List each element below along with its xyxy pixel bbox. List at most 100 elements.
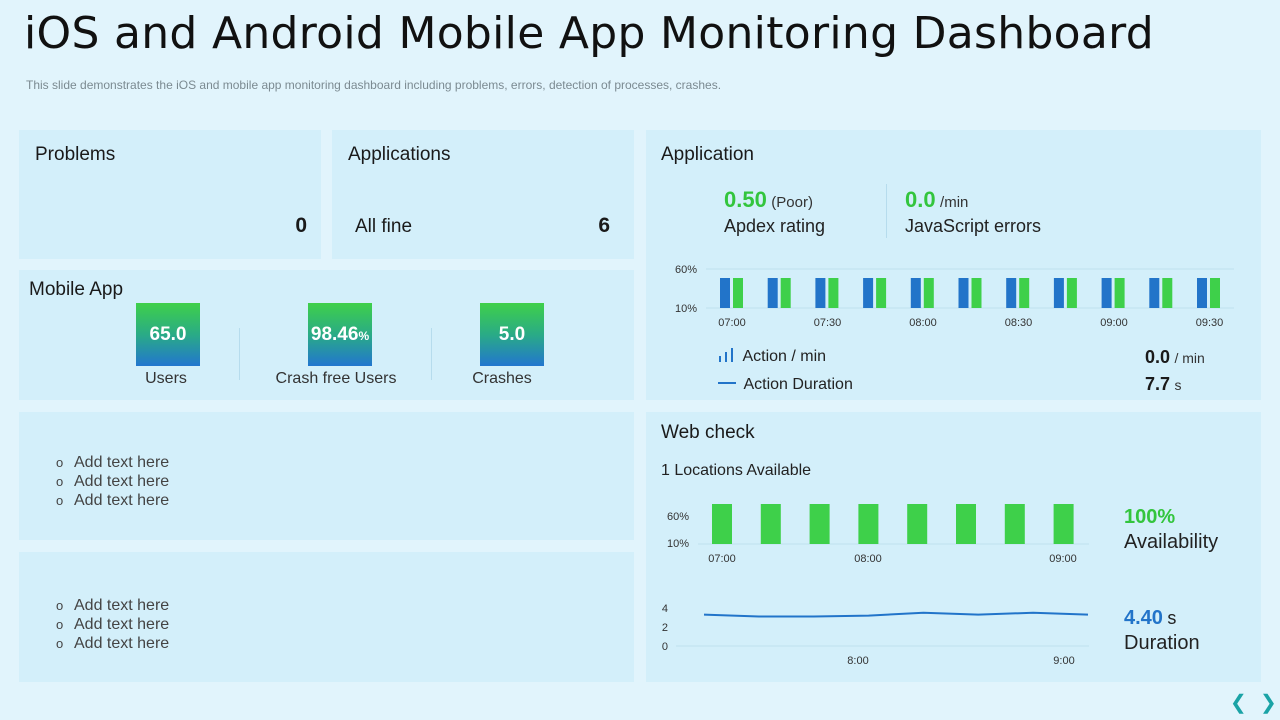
page-subtitle: This slide demonstrates the iOS and mobi… bbox=[26, 78, 722, 92]
locations-available: 1 Locations Available bbox=[661, 462, 812, 479]
x-tick-label: 08:30 bbox=[1005, 317, 1033, 329]
users-tile: 65.0 bbox=[136, 303, 200, 366]
availability-bar bbox=[760, 504, 781, 544]
action-rate-value: 0.0 bbox=[1145, 347, 1171, 367]
application-panel: Application 0.50 (Poor) Apdex rating 0.0… bbox=[646, 130, 1261, 400]
web-check-title: Web check bbox=[661, 422, 755, 443]
mobile-app-divider bbox=[431, 328, 432, 380]
js-errors-metric: 0.0 /min bbox=[905, 187, 968, 213]
bar-duration bbox=[1210, 278, 1220, 308]
bullet-icon: o bbox=[56, 617, 64, 632]
mobile-app-divider bbox=[239, 328, 240, 380]
problems-panel: Problems 0 bbox=[19, 130, 321, 259]
bar-action bbox=[1053, 278, 1064, 308]
users-label: Users bbox=[145, 370, 187, 387]
bar-action bbox=[1149, 278, 1160, 308]
legend-action-label: Action / min bbox=[742, 348, 827, 365]
applications-count: 6 bbox=[598, 214, 610, 237]
js-errors-unit: /min bbox=[940, 194, 969, 211]
bar-duration bbox=[1066, 278, 1077, 308]
availability-chart: 60% 10% 07:00 08:00 09:00 bbox=[667, 504, 1089, 565]
legend-duration-label: Action Duration bbox=[743, 376, 853, 393]
crash-free-users-value: 98.46 bbox=[310, 324, 359, 345]
availability-bar bbox=[956, 504, 976, 544]
bullet-icon: o bbox=[56, 474, 64, 489]
list-item: o Add text here bbox=[56, 597, 170, 614]
applications-title: Applications bbox=[348, 144, 451, 165]
apdex-metric: 0.50 (Poor) bbox=[724, 187, 813, 213]
availability-bar bbox=[907, 504, 928, 544]
bar-duration bbox=[971, 278, 982, 308]
y-tick-label: 60% bbox=[667, 511, 689, 523]
list-item: o Add text here bbox=[56, 454, 170, 471]
js-errors-value: 0.0 bbox=[905, 187, 936, 212]
bar-duration bbox=[1114, 278, 1125, 308]
crashes-value: 5.0 bbox=[498, 324, 526, 345]
x-tick-label: 8:00 bbox=[847, 655, 868, 667]
crash-free-users-label: Crash free Users bbox=[275, 370, 397, 387]
web-duration-readout: 4.40 s bbox=[1124, 607, 1176, 630]
action-rate-readout: 0.0 / min bbox=[1145, 347, 1205, 368]
legend-duration: Action Duration bbox=[718, 376, 853, 394]
x-tick-label: 09:00 bbox=[1100, 317, 1128, 329]
x-tick-label: 09:00 bbox=[1049, 553, 1077, 565]
application-title: Application bbox=[661, 144, 754, 165]
x-tick-label: 08:00 bbox=[909, 317, 937, 329]
y-tick-label: 60% bbox=[675, 264, 697, 276]
bar-duration bbox=[1162, 278, 1173, 308]
chevron-right-icon[interactable]: ❯ bbox=[1260, 692, 1277, 714]
crash-free-users-unit: % bbox=[358, 329, 370, 343]
chevron-left-icon[interactable]: ❮ bbox=[1230, 692, 1247, 714]
web-check-panel: Web check 1 Locations Available 60% 10% 07… bbox=[646, 412, 1261, 682]
availability-bar bbox=[1004, 504, 1025, 544]
y-tick-label: 10% bbox=[667, 538, 689, 550]
bar-action bbox=[1101, 278, 1112, 308]
availability-bar bbox=[712, 504, 732, 544]
availability-bar bbox=[858, 504, 879, 544]
bullet-icon: o bbox=[56, 636, 64, 651]
bullet-icon: o bbox=[56, 493, 64, 508]
availability-bar bbox=[809, 504, 830, 544]
problems-title: Problems bbox=[35, 144, 116, 165]
bar-duration bbox=[780, 278, 791, 308]
apdex-value: 0.50 bbox=[724, 187, 767, 212]
apdex-label: Apdex rating bbox=[724, 216, 826, 236]
bar-chart-icon bbox=[718, 348, 734, 362]
bar-action bbox=[1197, 278, 1207, 308]
text-panel-1: o Add text here o Add text here o Add text … bbox=[19, 412, 634, 540]
list-item: o Add text here bbox=[56, 616, 170, 633]
bar-action bbox=[767, 278, 778, 308]
page-title: iOS and Android Mobile App Monitoring Da… bbox=[24, 8, 1154, 59]
web-duration-unit: s bbox=[1167, 608, 1177, 628]
mobile-app-title: Mobile App bbox=[29, 279, 124, 300]
bullet-icon: o bbox=[56, 455, 64, 470]
x-tick-label: 08:00 bbox=[854, 553, 882, 565]
action-duration-unit: s bbox=[1174, 377, 1182, 393]
apdex-qualifier: (Poor) bbox=[771, 194, 813, 211]
text-panel-2: o Add text here o Add text here o Add text … bbox=[19, 552, 634, 682]
x-tick-label: 07:30 bbox=[814, 317, 842, 329]
bar-action bbox=[815, 278, 826, 308]
text-list-2: o Add text here o Add text here o Add text … bbox=[56, 596, 169, 653]
y-tick-label: 4 bbox=[662, 603, 668, 615]
bar-duration bbox=[733, 278, 743, 308]
bar-action bbox=[958, 278, 969, 308]
bar-duration bbox=[876, 278, 887, 308]
users-value: 65.0 bbox=[149, 324, 187, 345]
crashes-tile: 5.0 bbox=[480, 303, 544, 366]
bar-duration bbox=[923, 278, 934, 308]
action-duration-value: 7.7 bbox=[1145, 374, 1171, 394]
applications-status: All fine bbox=[355, 216, 413, 237]
list-item: o Add text here bbox=[56, 473, 170, 490]
bar-action bbox=[910, 278, 921, 308]
y-tick-label: 2 bbox=[662, 622, 668, 634]
action-chart: 60% 10% 07:00 07:30 08:00 08:30 09:00 09:30 bbox=[675, 264, 1234, 329]
availability-value: 100% bbox=[1124, 506, 1176, 528]
line-icon bbox=[718, 382, 736, 384]
text-list-1: o Add text here o Add text here o Add text … bbox=[56, 453, 169, 510]
duration-line bbox=[703, 611, 1089, 618]
duration-chart: 4 2 0 8:00 9:00 bbox=[662, 603, 1089, 667]
y-tick-label: 0 bbox=[662, 641, 668, 653]
web-duration-value: 4.40 bbox=[1124, 607, 1163, 629]
legend-action: Action / min bbox=[718, 348, 826, 366]
